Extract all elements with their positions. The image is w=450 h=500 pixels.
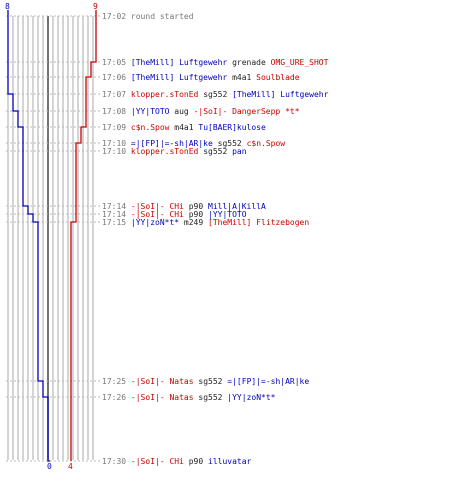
event-time: 17:06 [102, 73, 127, 82]
event-round-start: 17:02 round started [102, 12, 194, 21]
weapon-name: sg552 [198, 393, 223, 402]
victim-name: -|SoI|- DangerSepp *t* [193, 107, 300, 116]
weapon-name: p90 [188, 457, 204, 466]
red-team-end-score: 4 [68, 462, 73, 471]
weapon-name: sg552 [198, 377, 223, 386]
kill-event: 17:30 -|SoI|- CHi p90 illuvatar [102, 457, 251, 466]
weapon-name: m4a1 [174, 123, 194, 132]
victim-name: |YY|TOTO [208, 210, 247, 219]
victim-name: [TheMill] Flitzebogen [208, 218, 310, 227]
victim-name: Soulblade [256, 73, 300, 82]
weapon-name: p90 [188, 210, 204, 219]
victim-name: |YY|zoN*t* [227, 393, 276, 402]
weapon-name: grenade [232, 58, 266, 67]
victim-name: [TheMill] Luftgewehr [232, 90, 329, 99]
killer-name: -|SoI|- CHi [130, 202, 184, 211]
blue-team-start-score: 8 [5, 2, 10, 11]
event-time: 17:05 [102, 58, 127, 67]
kill-event: 17:09 c$n.Spow m4a1 Tu[BAER]kulose [102, 123, 266, 132]
victim-name: OMG_URE_SHOT [270, 58, 329, 67]
weapon-name: m249 [183, 218, 204, 227]
event-time: 17:14 [102, 202, 127, 211]
event-time: 17:30 [102, 457, 127, 466]
event-time: 17:15 [102, 218, 127, 227]
kill-event: 17:10 klopper.sTonEd sg552 pan [102, 147, 247, 156]
red-team-score-line [70, 10, 97, 461]
weapon-name: aug [174, 107, 189, 116]
weapon-name: sg552 [203, 90, 228, 99]
kill-event: 17:25 -|SoI|- Natas sg552 =|[FP]|=-sh|AR… [102, 377, 309, 386]
killer-name: klopper.sTonEd [130, 90, 199, 99]
red-team-start-score: 9 [93, 2, 98, 11]
victim-name: illuvatar [208, 457, 252, 466]
kill-event: 17:15 |YY|zoN*t* m249 [TheMill] Flitzebo… [102, 218, 309, 227]
event-time: 17:07 [102, 90, 127, 99]
kill-event: 17:10 =|[FP]|=-sh|AR|ke sg552 c$n.Spow [102, 139, 285, 148]
event-time: 17:09 [102, 123, 127, 132]
event-time: 17:25 [102, 377, 127, 386]
kill-event: 17:14 -|SoI|- CHi p90 Mill|A|KillA [102, 202, 266, 211]
killer-name: c$n.Spow [130, 123, 170, 132]
event-time: 17:14 [102, 210, 127, 219]
event-time: 17:26 [102, 393, 127, 402]
weapon-name: sg552 [203, 147, 228, 156]
kill-event: 17:06 [TheMill] Luftgewehr m4a1 Soulblad… [102, 73, 300, 82]
kill-event: 17:08 |YY|TOTO aug -|SoI|- DangerSepp *t… [102, 107, 300, 116]
blue-team-end-score: 0 [47, 462, 52, 471]
victim-name: =|[FP]|=-sh|AR|ke [227, 377, 310, 386]
weapon-name: m4a1 [232, 73, 252, 82]
victim-name: pan [232, 147, 247, 156]
kill-event: 17:26 -|SoI|- Natas sg552 |YY|zoN*t* [102, 393, 275, 402]
victim-name: Mill|A|KillA [208, 202, 266, 211]
event-time: 17:08 [102, 107, 127, 116]
event-time: 17:10 [102, 139, 127, 148]
kill-event: 17:07 klopper.sTonEd sg552 [TheMill] Luf… [102, 90, 328, 99]
killer-name: -|SoI|- CHi [130, 457, 184, 466]
killer-name: |YY|zoN*t* [130, 218, 180, 227]
killer-name: |YY|TOTO [130, 107, 170, 116]
event-time: 17:10 [102, 147, 127, 156]
event-text: round started [130, 12, 194, 21]
timeline-grid [7, 16, 94, 460]
weapon-name: p90 [188, 202, 204, 211]
kill-event: 17:14 -|SoI|- CHi p90 |YY|TOTO [102, 210, 247, 219]
killer-name: -|SoI|- Natas [130, 393, 194, 402]
killer-name: =|[FP]|=-sh|AR|ke [130, 139, 213, 148]
killer-name: [TheMill] Luftgewehr [130, 58, 228, 67]
weapon-name: sg552 [217, 139, 242, 148]
killer-name: klopper.sTonEd [130, 147, 199, 156]
killer-name: -|SoI|- CHi [130, 210, 184, 219]
victim-name: c$n.Spow [246, 139, 286, 148]
victim-name: Tu[BAER]kulose [198, 123, 266, 132]
killer-name: -|SoI|- Natas [130, 377, 194, 386]
killer-name: [TheMill] Luftgewehr [130, 73, 228, 82]
event-time: 17:02 [102, 12, 127, 21]
blue-team-score-line [7, 10, 50, 462]
kill-event: 17:05 [TheMill] Luftgewehr grenade OMG_U… [102, 58, 328, 67]
